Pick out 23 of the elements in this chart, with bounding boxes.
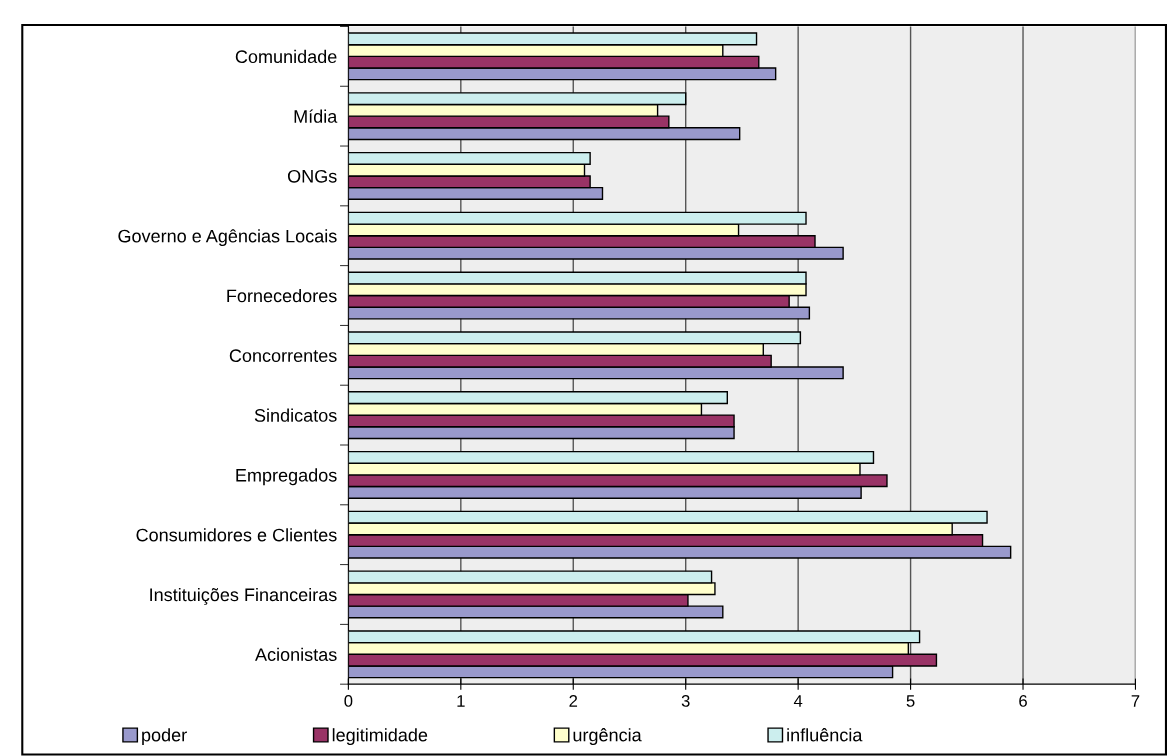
y-tick-label: Sindicatos (254, 408, 337, 422)
y-tick-label: Acionistas (255, 647, 337, 661)
legend-label: legitimidade (332, 728, 428, 745)
legend-label: poder (142, 728, 187, 745)
legend-label: urgência (573, 728, 642, 745)
y-tick-label: Comunidade (235, 49, 337, 64)
x-tick-label: 4 (793, 695, 803, 707)
y-tick-label: Concorrentes (229, 349, 337, 363)
y-tick-label: Instituições Financeiras (150, 587, 337, 605)
x-tick-label: 6 (1019, 695, 1027, 707)
x-tick-label: 3 (681, 695, 690, 707)
x-tick-label: 2 (569, 695, 578, 707)
x-tick-label: 7 (1131, 695, 1140, 707)
y-tick-label: Empregados (236, 468, 337, 486)
legend-label: influência (787, 728, 863, 742)
y-tick-label: ONGs (287, 169, 337, 183)
y-tick-label: Mídia (294, 109, 338, 123)
x-tick-label: 1 (457, 695, 465, 707)
x-tick-label: 5 (906, 695, 915, 707)
x-tick-label: 0 (344, 695, 353, 707)
y-tick-label: Governo e Agências Locais (118, 229, 337, 247)
y-tick-label: Consumidores e Clientes (136, 528, 337, 542)
y-tick-label: Fornecedores (227, 288, 337, 303)
